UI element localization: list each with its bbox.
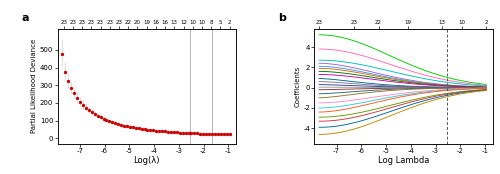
X-axis label: Log Lambda: Log Lambda	[378, 156, 429, 165]
Y-axis label: Coefficients: Coefficients	[294, 65, 300, 107]
Text: b: b	[278, 13, 286, 23]
Y-axis label: Partial Likelihood Deviance: Partial Likelihood Deviance	[31, 39, 37, 133]
Text: a: a	[22, 13, 30, 23]
X-axis label: Log(λ): Log(λ)	[134, 156, 160, 165]
